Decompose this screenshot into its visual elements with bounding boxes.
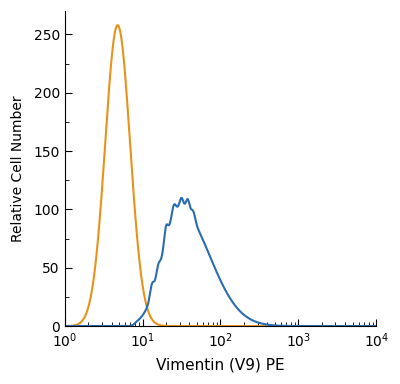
Y-axis label: Relative Cell Number: Relative Cell Number [11, 95, 25, 242]
X-axis label: Vimentin (V9) PE: Vimentin (V9) PE [156, 358, 285, 373]
